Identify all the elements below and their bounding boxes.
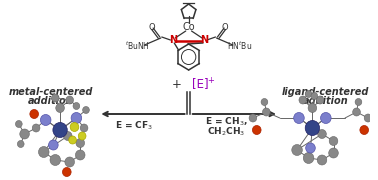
- Circle shape: [83, 107, 89, 114]
- Circle shape: [56, 103, 64, 112]
- Circle shape: [317, 155, 327, 165]
- Circle shape: [261, 98, 268, 105]
- Circle shape: [15, 120, 22, 127]
- Circle shape: [355, 98, 362, 105]
- Circle shape: [70, 123, 79, 132]
- Circle shape: [78, 132, 86, 140]
- Text: HN$^{t}$Bu: HN$^{t}$Bu: [227, 40, 252, 52]
- Circle shape: [316, 96, 324, 104]
- Circle shape: [299, 96, 307, 104]
- Circle shape: [39, 147, 49, 158]
- Text: +: +: [172, 78, 182, 91]
- Circle shape: [305, 91, 312, 98]
- Circle shape: [294, 112, 304, 123]
- Text: $^{t}$BuNH: $^{t}$BuNH: [125, 40, 150, 52]
- Circle shape: [76, 138, 85, 147]
- Circle shape: [262, 108, 270, 116]
- Text: O: O: [149, 22, 155, 32]
- Circle shape: [73, 102, 80, 109]
- Text: N: N: [169, 35, 177, 45]
- Text: metal-centered: metal-centered: [8, 87, 93, 97]
- Circle shape: [48, 140, 58, 150]
- Text: N: N: [200, 35, 208, 45]
- Circle shape: [308, 103, 317, 112]
- Circle shape: [292, 145, 302, 156]
- Circle shape: [303, 152, 314, 163]
- Circle shape: [64, 132, 72, 141]
- Circle shape: [306, 143, 315, 153]
- Text: [E]: [E]: [192, 78, 208, 91]
- Circle shape: [76, 150, 85, 160]
- Circle shape: [353, 108, 360, 116]
- Circle shape: [364, 114, 372, 122]
- Text: E = CF$_3$: E = CF$_3$: [115, 120, 153, 132]
- Circle shape: [40, 114, 51, 125]
- Text: addition: addition: [303, 96, 349, 106]
- Circle shape: [69, 136, 76, 144]
- Text: Co: Co: [182, 22, 195, 32]
- Circle shape: [62, 168, 71, 177]
- Circle shape: [32, 124, 40, 132]
- Circle shape: [80, 124, 88, 132]
- Circle shape: [305, 120, 319, 136]
- Circle shape: [20, 129, 29, 139]
- Circle shape: [50, 154, 60, 165]
- Text: ligand-centered: ligand-centered: [282, 87, 370, 97]
- Text: addition: addition: [28, 96, 73, 106]
- Circle shape: [65, 157, 74, 167]
- Circle shape: [249, 114, 257, 122]
- Circle shape: [321, 112, 331, 123]
- Circle shape: [30, 109, 39, 118]
- Circle shape: [66, 96, 73, 104]
- Text: +: +: [207, 75, 214, 84]
- Circle shape: [53, 123, 67, 138]
- Circle shape: [360, 125, 369, 134]
- Circle shape: [51, 94, 59, 102]
- Circle shape: [71, 112, 82, 123]
- Text: O: O: [222, 22, 228, 32]
- Circle shape: [318, 129, 326, 138]
- Circle shape: [329, 136, 338, 145]
- Text: E = CH$_3$,: E = CH$_3$,: [204, 116, 248, 128]
- Text: CH$_2$CH$_3$: CH$_2$CH$_3$: [207, 126, 245, 138]
- Circle shape: [17, 141, 24, 147]
- Circle shape: [311, 93, 318, 100]
- Circle shape: [253, 125, 261, 134]
- Circle shape: [329, 148, 338, 158]
